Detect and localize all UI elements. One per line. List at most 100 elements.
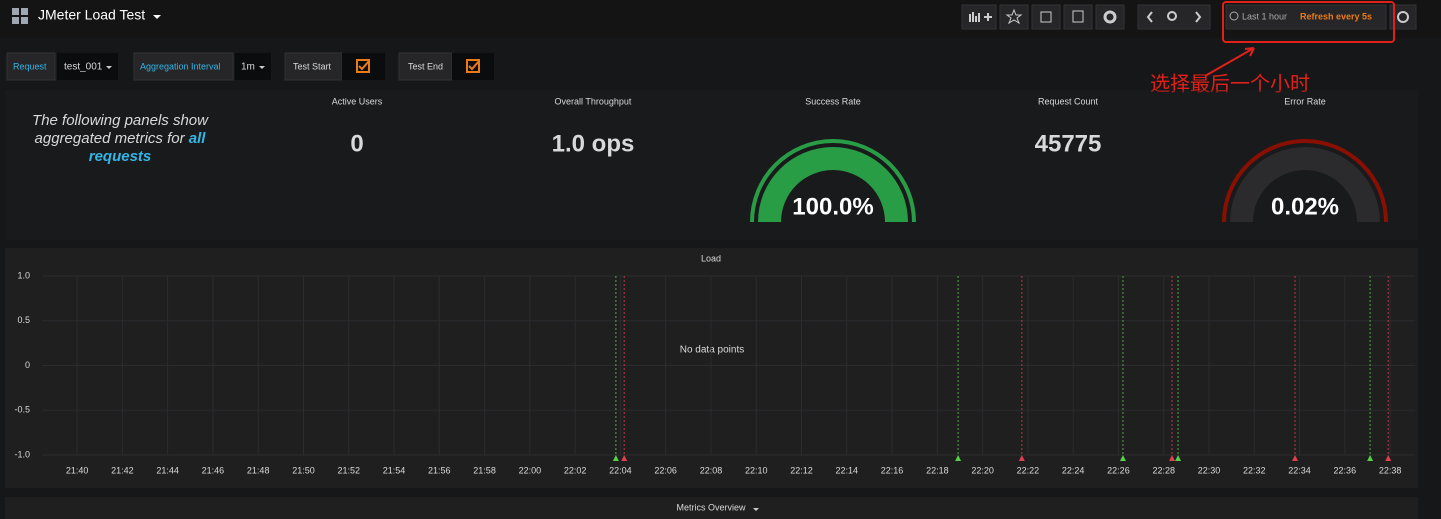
stat-value: 0 xyxy=(350,130,363,157)
x-tick-label: 22:28 xyxy=(1152,465,1175,475)
top-bar xyxy=(0,0,1441,38)
x-tick-label: 22:34 xyxy=(1288,465,1311,475)
x-tick-label: 22:02 xyxy=(564,465,587,475)
refresh-icon xyxy=(1397,11,1409,23)
annotation-marker xyxy=(612,455,619,461)
x-tick-label: 22:00 xyxy=(519,465,542,475)
x-tick-label: 22:32 xyxy=(1243,465,1266,475)
annotation-marker xyxy=(621,455,628,461)
zoom-icon xyxy=(1167,11,1177,21)
save-icon xyxy=(1072,10,1084,23)
annotation-toggle-label: Test End xyxy=(408,61,443,71)
stat-title: Request Count xyxy=(1038,96,1099,106)
variable-label-box xyxy=(6,52,56,81)
grid-icon[interactable] xyxy=(12,8,28,24)
x-tick-label: 21:44 xyxy=(156,465,179,475)
checkmark xyxy=(358,60,370,71)
x-tick-label: 22:26 xyxy=(1107,465,1130,475)
annotation-marker xyxy=(1018,455,1025,461)
refresh-interval[interactable]: Refresh every 5s xyxy=(1300,11,1372,21)
callout-arrow xyxy=(1204,47,1255,77)
no-data-message: No data points xyxy=(680,345,745,356)
x-tick-label: 22:06 xyxy=(654,465,677,475)
clock-icon xyxy=(1229,11,1239,21)
dashboard-title[interactable]: JMeter Load Test xyxy=(38,7,145,23)
y-tick-label: 0 xyxy=(25,360,30,370)
y-tick-label: -1.0 xyxy=(14,449,30,459)
title-caret[interactable] xyxy=(153,15,161,19)
x-tick-label: 22:14 xyxy=(836,465,859,475)
gauge-value-label: 100.0% xyxy=(792,193,873,220)
callout-text: 选择最后一个小时 xyxy=(1150,72,1310,95)
x-tick-label: 21:50 xyxy=(292,465,315,475)
annotation-marker xyxy=(1175,455,1182,461)
x-tick-label: 22:24 xyxy=(1062,465,1085,475)
stat-value: 1.0 ops xyxy=(552,130,635,157)
y-tick-label: -0.5 xyxy=(14,405,30,415)
annotation-toggle-label-box xyxy=(284,52,343,81)
x-tick-label: 22:12 xyxy=(790,465,813,475)
save-button[interactable] xyxy=(1063,4,1093,30)
x-tick-label: 21:48 xyxy=(247,465,270,475)
x-tick-label: 22:18 xyxy=(926,465,949,475)
variable-value[interactable]: 1m xyxy=(241,62,255,73)
checkbox-box xyxy=(356,59,370,73)
y-tick-label: 1.0 xyxy=(17,270,30,280)
variables-bar: Request test_001 Aggregation Interval 1m… xyxy=(6,52,494,81)
annotation-marker xyxy=(1385,455,1392,461)
gauge-track xyxy=(1230,147,1380,222)
x-tick-label: 22:22 xyxy=(1017,465,1040,475)
time-nav[interactable] xyxy=(1137,4,1211,30)
row-caret xyxy=(753,508,759,511)
x-tick-label: 22:16 xyxy=(881,465,904,475)
toolbar: Last 1 hour Refresh every 5s xyxy=(961,1,1417,43)
variable-label: Aggregation Interval xyxy=(140,61,221,71)
intro-body: The following panels show aggregated met… xyxy=(32,112,208,147)
panel-title: Load xyxy=(701,253,721,263)
x-tick-label: 21:54 xyxy=(383,465,406,475)
share-icon xyxy=(1040,11,1052,23)
intro-panel: The following panels show aggregated met… xyxy=(32,112,208,165)
gauge-title: Error Rate xyxy=(1284,96,1326,106)
checkmark xyxy=(468,60,480,71)
time-range[interactable]: Last 1 hour xyxy=(1242,11,1287,21)
variable-select[interactable] xyxy=(235,53,271,80)
x-tick-label: 21:42 xyxy=(111,465,134,475)
variable-label: Request xyxy=(13,61,47,71)
intro-emphasis: all requests xyxy=(88,130,206,165)
gauge-value-label: 0.02% xyxy=(1271,193,1339,220)
stat-title: Active Users xyxy=(332,96,383,106)
load-panel xyxy=(5,248,1418,488)
x-tick-label: 21:46 xyxy=(202,465,225,475)
x-tick-label: 22:04 xyxy=(609,465,632,475)
settings-button[interactable] xyxy=(1095,4,1125,30)
x-tick-label: 22:30 xyxy=(1198,465,1221,475)
stats-row xyxy=(5,90,1418,240)
stat-value: 45775 xyxy=(1035,130,1102,157)
stat-title: Overall Throughput xyxy=(555,96,632,106)
variable-value[interactable]: test_001 xyxy=(64,62,103,73)
add-panel-icon xyxy=(969,12,992,22)
y-tick-label: 0.5 xyxy=(17,315,30,325)
share-button[interactable] xyxy=(1031,4,1061,30)
star-icon xyxy=(1005,8,1023,25)
row-title[interactable]: Metrics Overview xyxy=(676,502,746,512)
x-tick-label: 21:52 xyxy=(337,465,360,475)
x-tick-label: 22:10 xyxy=(745,465,768,475)
dropdown-caret xyxy=(106,66,112,69)
gauge-value-arc xyxy=(758,147,908,222)
x-tick-label: 21:56 xyxy=(428,465,451,475)
row-header[interactable] xyxy=(5,497,1418,519)
star-button[interactable] xyxy=(999,4,1029,30)
highlight-box xyxy=(1222,1,1395,43)
x-tick-label: 22:20 xyxy=(971,465,994,475)
x-tick-label: 21:58 xyxy=(473,465,496,475)
checkbox-box xyxy=(466,59,480,73)
variable-label-box xyxy=(133,52,234,81)
x-tick-label: 21:40 xyxy=(66,465,89,475)
annotation-marker xyxy=(1367,455,1374,461)
nav-arrows xyxy=(1146,11,1202,23)
x-tick-label: 22:36 xyxy=(1334,465,1357,475)
annotation-toggle-label: Test Start xyxy=(293,61,332,71)
time-picker[interactable] xyxy=(1225,4,1387,30)
